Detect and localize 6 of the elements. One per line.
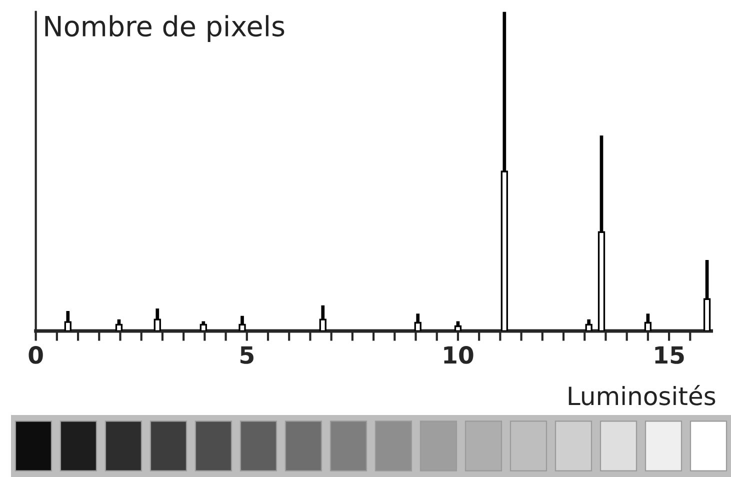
x-tick-label: 10 bbox=[444, 346, 474, 364]
x-axis-title: Luminosités bbox=[568, 385, 716, 406]
x-tick-label: 5 bbox=[240, 346, 254, 364]
y-axis-title: Nombre de pixels bbox=[45, 15, 284, 42]
x-tick-label: 0 bbox=[28, 346, 43, 364]
x-tick-label: 15 bbox=[655, 346, 684, 364]
